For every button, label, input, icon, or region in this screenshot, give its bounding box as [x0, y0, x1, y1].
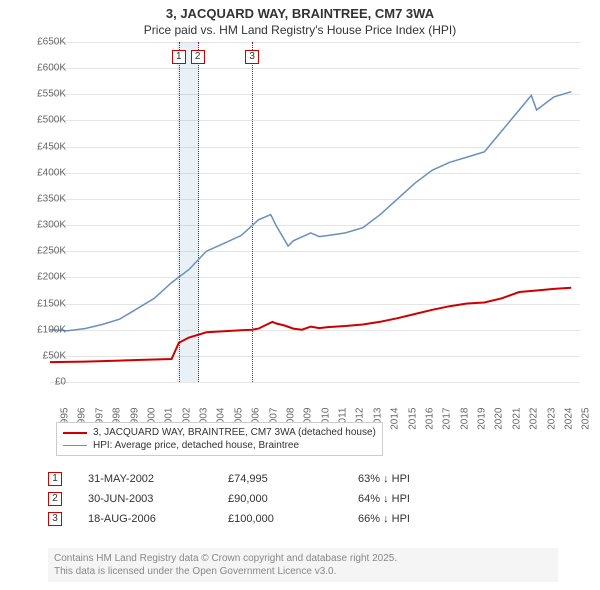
y-tick-label: £200K	[20, 272, 66, 283]
x-tick-label: 2018	[459, 408, 470, 438]
legend-label: HPI: Average price, detached house, Brai…	[93, 440, 299, 451]
event-marker-box: 2	[191, 50, 205, 64]
y-tick-label: £250K	[20, 246, 66, 257]
y-tick-label: £0	[20, 377, 66, 388]
footer-line2: This data is licensed under the Open Gov…	[54, 565, 552, 578]
x-tick-label: 2015	[407, 408, 418, 438]
footer-attribution: Contains HM Land Registry data © Crown c…	[48, 548, 558, 582]
event-price: £74,995	[228, 473, 358, 485]
event-row-marker: 3	[48, 512, 62, 526]
event-price: £100,000	[228, 513, 358, 525]
gridline-h	[50, 382, 580, 383]
x-tick-label: 2014	[390, 408, 401, 438]
legend-label: 3, JACQUARD WAY, BRAINTREE, CM7 3WA (det…	[93, 427, 376, 438]
x-tick-label: 2024	[563, 408, 574, 438]
y-tick-label: £100K	[20, 324, 66, 335]
plot-area: 12 3	[50, 42, 580, 382]
legend-swatch	[63, 445, 87, 446]
event-date: 30-JUN-2003	[88, 493, 228, 505]
legend-box: 3, JACQUARD WAY, BRAINTREE, CM7 3WA (det…	[56, 422, 383, 456]
event-row: 3 18-AUG-2006£100,00066% ↓ HPI	[48, 512, 558, 526]
chart-title-line1: 3, JACQUARD WAY, BRAINTREE, CM7 3WA	[0, 0, 600, 21]
series-price_paid	[50, 288, 571, 362]
y-tick-label: £150K	[20, 298, 66, 309]
event-date: 18-AUG-2006	[88, 513, 228, 525]
y-tick-label: £500K	[20, 115, 66, 126]
event-diff: 64% ↓ HPI	[358, 493, 488, 505]
x-tick-label: 2016	[424, 408, 435, 438]
x-tick-label: 2022	[529, 408, 540, 438]
event-price: £90,000	[228, 493, 358, 505]
events-table: 1 31-MAY-2002£74,99563% ↓ HPI 2 30-JUN-2003…	[48, 466, 558, 532]
x-tick-label: 2020	[494, 408, 505, 438]
x-tick-label: 2025	[581, 408, 592, 438]
event-row: 2 30-JUN-2003£90,00064% ↓ HPI	[48, 492, 558, 506]
event-marker-box: 3	[245, 50, 259, 64]
event-date: 31-MAY-2002	[88, 473, 228, 485]
y-tick-label: £400K	[20, 167, 66, 178]
event-marker-box: 1	[172, 50, 186, 64]
y-tick-label: £350K	[20, 193, 66, 204]
x-tick-label: 2021	[511, 408, 522, 438]
y-tick-label: £550K	[20, 89, 66, 100]
series-hpi	[50, 92, 571, 331]
x-tick-label: 2019	[477, 408, 488, 438]
event-row: 1 31-MAY-2002£74,99563% ↓ HPI	[48, 472, 558, 486]
event-diff: 66% ↓ HPI	[358, 513, 488, 525]
event-row-marker: 1	[48, 472, 62, 486]
y-tick-label: £300K	[20, 220, 66, 231]
x-tick-label: 2023	[546, 408, 557, 438]
y-tick-label: £600K	[20, 63, 66, 74]
x-tick-label: 2017	[442, 408, 453, 438]
chart-lines-svg	[50, 42, 580, 382]
legend-swatch	[63, 432, 87, 434]
y-tick-label: £50K	[20, 350, 66, 361]
legend-row: HPI: Average price, detached house, Brai…	[63, 439, 376, 452]
y-tick-label: £450K	[20, 141, 66, 152]
chart-container: 3, JACQUARD WAY, BRAINTREE, CM7 3WA Pric…	[0, 0, 600, 590]
y-tick-label: £650K	[20, 37, 66, 48]
footer-line1: Contains HM Land Registry data © Crown c…	[54, 552, 552, 565]
legend-row: 3, JACQUARD WAY, BRAINTREE, CM7 3WA (det…	[63, 426, 376, 439]
event-row-marker: 2	[48, 492, 62, 506]
event-diff: 63% ↓ HPI	[358, 473, 488, 485]
chart-title-line2: Price paid vs. HM Land Registry's House …	[0, 21, 600, 37]
